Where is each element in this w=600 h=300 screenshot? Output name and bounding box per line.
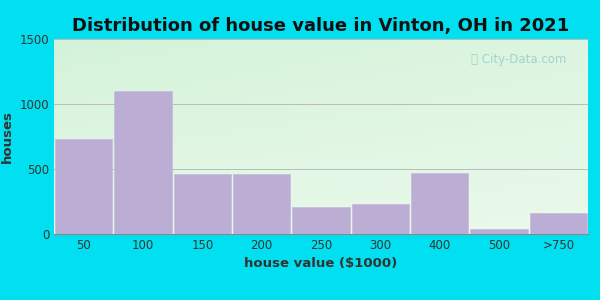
Bar xyxy=(530,212,587,234)
Bar xyxy=(55,139,112,234)
Bar xyxy=(470,230,528,234)
Bar xyxy=(352,204,409,234)
Title: Distribution of house value in Vinton, OH in 2021: Distribution of house value in Vinton, O… xyxy=(73,17,569,35)
Bar xyxy=(292,207,350,234)
Text: ⓘ City-Data.com: ⓘ City-Data.com xyxy=(470,52,566,66)
Bar xyxy=(173,174,231,234)
X-axis label: house value ($1000): house value ($1000) xyxy=(244,257,398,270)
Bar xyxy=(411,173,469,234)
Bar xyxy=(233,174,290,234)
Bar xyxy=(114,91,172,234)
Y-axis label: houses: houses xyxy=(1,110,14,163)
